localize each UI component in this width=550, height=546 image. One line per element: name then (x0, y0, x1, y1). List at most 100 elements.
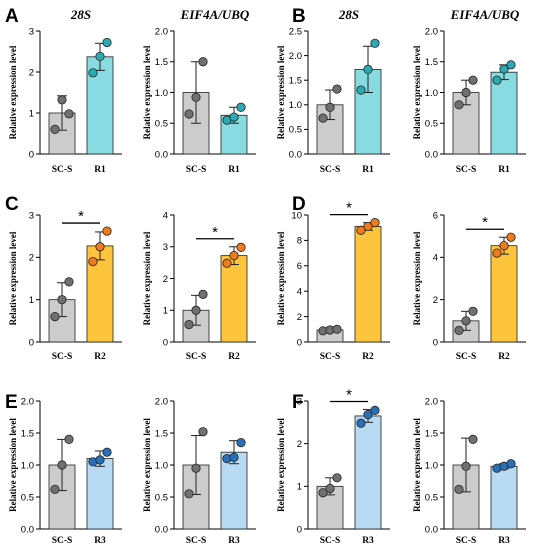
significance-star: * (482, 214, 488, 231)
y-tick-label: 2.0 (425, 396, 438, 407)
y-tick-label: 2.0 (155, 26, 168, 37)
panel-letter: D (292, 194, 306, 215)
category-label: R2 (498, 352, 510, 362)
significance-star: * (346, 200, 352, 217)
y-tick-label: 0.5 (289, 125, 302, 136)
data-point (229, 251, 239, 261)
y-tick-label: 2 (297, 312, 302, 323)
y-axis-label: Relative expression level (276, 45, 286, 139)
data-point (492, 248, 502, 258)
y-tick-label: 1.0 (21, 460, 34, 471)
significance-star: * (212, 224, 218, 241)
plot-f-3: 0.0 0.5 1.0 1.5 2.0 Relative expression level… (412, 396, 526, 546)
y-tick-label: 3 (163, 242, 168, 253)
data-point (102, 226, 112, 236)
plot-title: 28S (70, 7, 91, 22)
y-axis-label: Relative expression level (142, 231, 152, 325)
data-point (64, 109, 74, 119)
data-point (461, 87, 471, 98)
category-label: R1 (498, 165, 510, 175)
data-point (191, 305, 201, 315)
category-label: SC-S (320, 165, 341, 175)
y-tick-label: 4 (297, 287, 302, 298)
data-point (57, 295, 67, 305)
data-point (332, 473, 342, 483)
data-point (88, 256, 98, 267)
category-label: R1 (228, 165, 240, 175)
data-point (198, 57, 208, 67)
y-tick-label: 0.5 (155, 119, 168, 130)
plot-a-0: A 28S 0 1 2 3 Relative expression level SC-S R1 (5, 6, 122, 175)
data-point (102, 37, 112, 48)
data-point (370, 405, 380, 415)
y-axis-label: Relative expression level (412, 231, 422, 325)
data-point (499, 241, 509, 251)
data-point (332, 324, 342, 334)
y-tick-label: 0.0 (425, 524, 438, 535)
data-point (461, 461, 471, 471)
y-tick-label: 0.0 (289, 149, 302, 160)
data-point (506, 60, 516, 70)
data-point (492, 75, 502, 85)
significance-star: * (78, 208, 84, 225)
panel-letter: A (5, 6, 19, 27)
category-label: SC-S (456, 165, 477, 175)
category-label: SC-S (52, 352, 73, 362)
y-tick-label: 2 (163, 274, 168, 285)
data-point (229, 452, 239, 462)
data-point (57, 460, 67, 470)
y-tick-label: 4 (433, 253, 438, 264)
plot-e-0: E 0.0 0.5 1.0 1.5 2.0 Relative expression leve… (5, 392, 122, 546)
y-tick-label: 1.5 (21, 428, 34, 439)
data-point (325, 102, 335, 112)
data-point (332, 84, 342, 94)
y-axis-label: Relative expression level (412, 418, 422, 512)
data-point (318, 113, 328, 123)
y-tick-label: 10 (291, 210, 302, 221)
data-point (468, 75, 478, 85)
category-label: R1 (94, 165, 106, 175)
data-point (229, 112, 239, 122)
bar (220, 255, 248, 343)
panel-letter: B (292, 6, 306, 27)
data-point (50, 311, 60, 322)
category-label: SC-S (456, 352, 477, 362)
data-point (236, 242, 246, 252)
data-point (325, 483, 335, 494)
y-axis-label: Relative expression level (276, 418, 286, 512)
data-point (236, 437, 246, 448)
y-axis-label: Relative expression level (142, 418, 152, 512)
y-tick-label: 0.0 (425, 149, 438, 160)
y-tick-label: 1 (163, 306, 168, 317)
data-point (198, 427, 208, 437)
y-tick-label: 6 (433, 210, 438, 221)
y-tick-label: 0 (163, 337, 168, 348)
y-tick-label: 2.0 (425, 26, 438, 37)
plot-d-2: D 0 2 4 6 8 10 Relative expression level SC-S R2 * (276, 194, 390, 362)
data-point (95, 455, 105, 465)
data-point (370, 218, 380, 228)
category-label: R2 (228, 352, 240, 362)
y-tick-label: 0 (29, 149, 34, 160)
y-tick-label: 0.0 (155, 149, 168, 160)
data-point (64, 277, 74, 287)
y-axis-label: Relative expression level (142, 45, 152, 139)
plot-title: 28S (338, 7, 359, 22)
y-tick-label: 6 (297, 261, 302, 272)
plot-e-1: 0.0 0.5 1.0 1.5 2.0 Relative expression level… (142, 396, 256, 546)
data-point (57, 95, 67, 105)
y-tick-label: 2.0 (21, 396, 34, 407)
y-tick-label: 3 (29, 210, 34, 221)
y-tick-label: 0.5 (21, 492, 34, 503)
data-point (198, 289, 208, 299)
y-tick-label: 0.5 (155, 492, 168, 503)
category-label: R1 (362, 165, 374, 175)
y-tick-label: 1 (29, 108, 34, 119)
data-point (499, 64, 509, 74)
y-tick-label: 0.0 (21, 524, 34, 535)
y-tick-label: 1 (297, 482, 302, 493)
category-label: R3 (498, 536, 510, 546)
y-tick-label: 1.0 (425, 88, 438, 99)
